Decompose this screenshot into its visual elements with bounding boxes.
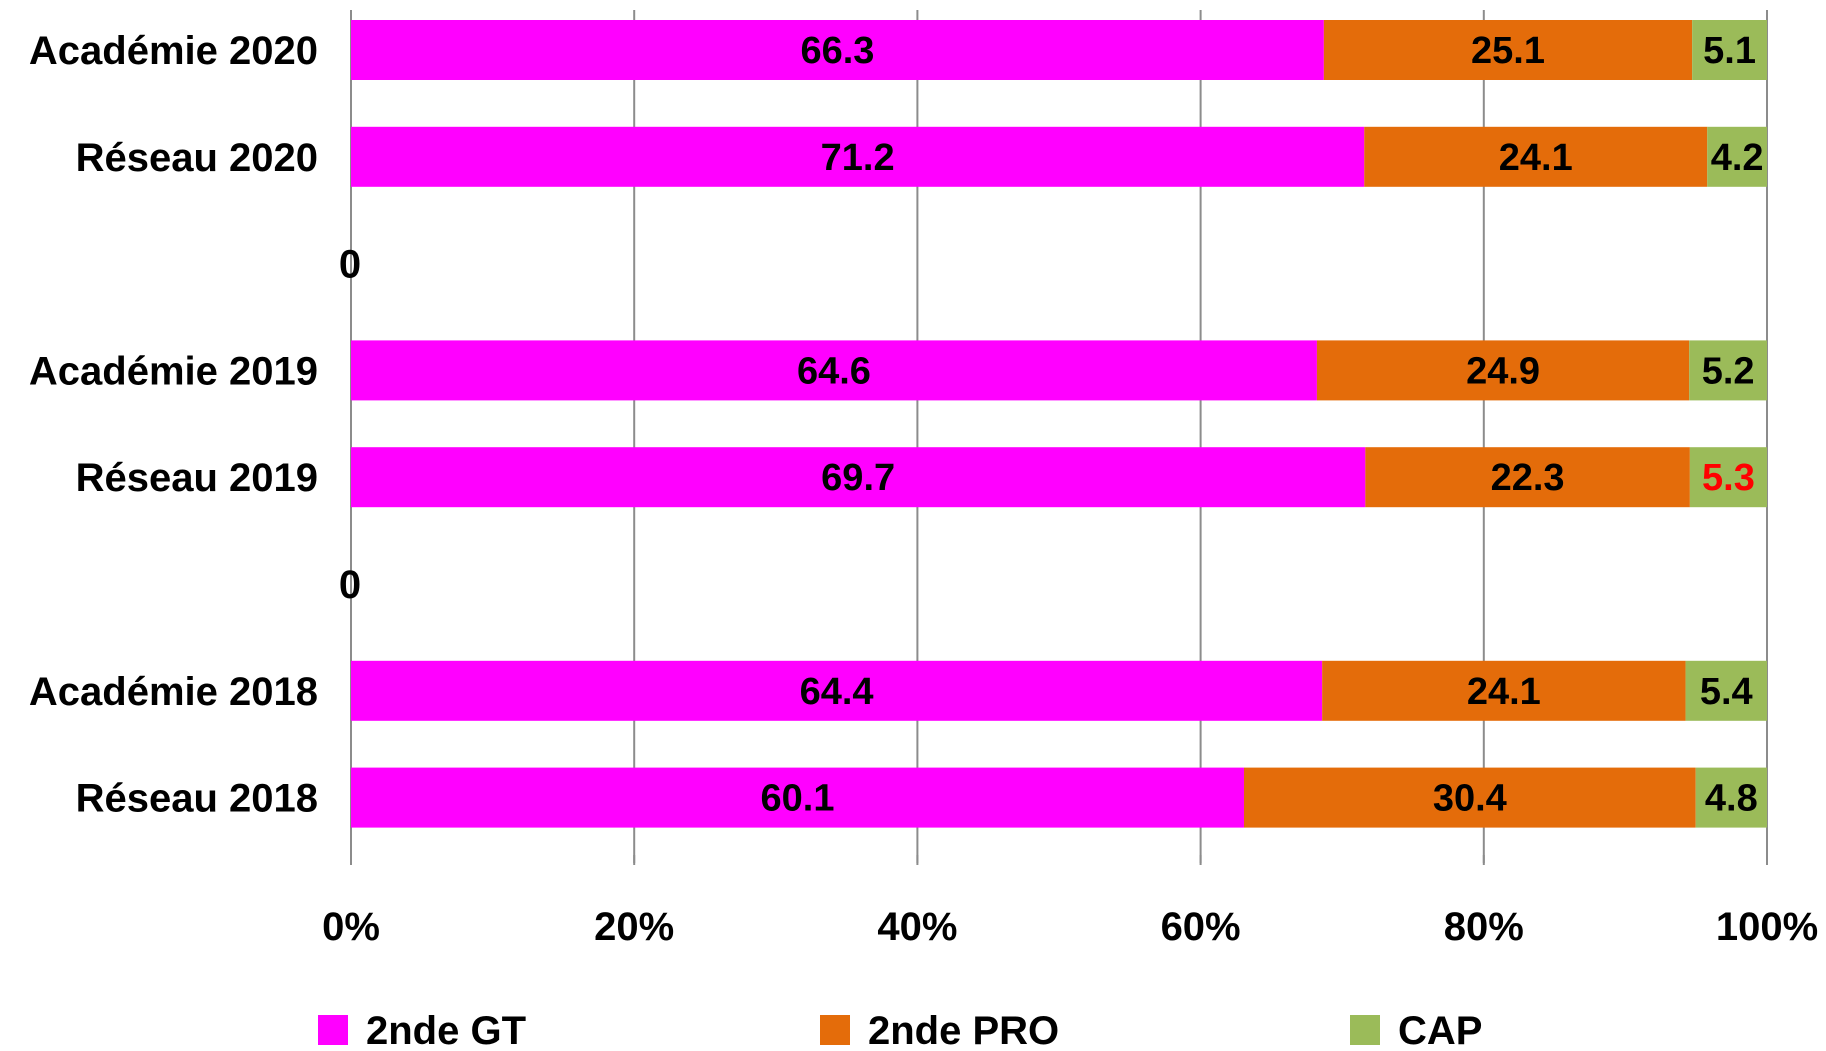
- data-label: 24.9: [1466, 350, 1540, 392]
- legend-swatch-2nde-gt: [318, 1015, 348, 1045]
- data-label: 22.3: [1491, 457, 1565, 499]
- data-label: 5.2: [1702, 350, 1755, 392]
- data-label: 4.2: [1711, 137, 1764, 179]
- data-label: 69.7: [821, 457, 895, 499]
- bar-segment-2nde-gt: [351, 447, 1366, 508]
- data-label: 5.1: [1703, 30, 1756, 72]
- data-label: 24.1: [1467, 671, 1541, 713]
- bar-segment-2nde-pro: [1316, 340, 1690, 401]
- x-tick-label: 0%: [322, 905, 380, 949]
- x-tick-labels: 0% 20% 40% 60% 80% 100%: [322, 905, 1818, 949]
- category-label: Réseau 2019: [76, 456, 318, 500]
- bar-segment-2nde-gt: [351, 660, 1323, 721]
- x-tick-label: 80%: [1444, 905, 1524, 949]
- bar-segment-2nde-pro: [1322, 660, 1686, 721]
- bar-segment-cap: [1685, 660, 1767, 721]
- data-label: 64.4: [800, 671, 874, 713]
- legend-label: CAP: [1398, 1009, 1482, 1051]
- bar-segment-2nde-pro: [1364, 126, 1708, 187]
- data-label: 64.6: [797, 350, 871, 392]
- category-label: 0: [339, 563, 361, 607]
- category-label: 0: [339, 243, 361, 287]
- x-tick-label: 20%: [594, 905, 674, 949]
- legend-swatch-2nde-pro: [820, 1015, 850, 1045]
- data-label: 30.4: [1433, 778, 1507, 820]
- category-label: Académie 2020: [29, 29, 318, 73]
- category-label: Réseau 2018: [76, 777, 318, 821]
- bar-segment-2nde-gt: [351, 20, 1324, 80]
- x-tick-label: 40%: [877, 905, 957, 949]
- bar-segment-cap: [1689, 447, 1767, 508]
- category-labels: Académie 2020 Réseau 2020 0 Académie 2019 Ré…: [29, 29, 361, 821]
- bar-segment-cap: [1692, 20, 1767, 80]
- data-label: 25.1: [1471, 30, 1545, 72]
- legend-label: 2nde GT: [366, 1009, 526, 1051]
- category-label: Académie 2018: [29, 670, 318, 714]
- bar-segment-2nde-pro: [1243, 767, 1696, 828]
- data-label: 4.8: [1705, 778, 1758, 820]
- legend-label: 2nde PRO: [868, 1009, 1059, 1051]
- bar-segment-2nde-gt: [351, 767, 1244, 828]
- legend: 2nde GT 2nde PRO CAP: [318, 1009, 1482, 1051]
- data-label: 5.3: [1702, 457, 1755, 499]
- x-tick-label: 60%: [1161, 905, 1241, 949]
- bar-segment-2nde-pro: [1323, 20, 1693, 80]
- data-label: 66.3: [800, 30, 874, 72]
- category-label: Réseau 2020: [76, 136, 318, 180]
- x-tick-label: 100%: [1716, 905, 1818, 949]
- data-label: 71.2: [821, 137, 895, 179]
- bar-segment-2nde-gt: [351, 340, 1317, 401]
- bar-segment-cap: [1689, 340, 1767, 401]
- category-label: Académie 2019: [29, 349, 318, 393]
- legend-swatch-cap: [1350, 1015, 1380, 1045]
- data-label: 24.1: [1499, 137, 1573, 179]
- data-label: 5.4: [1700, 671, 1753, 713]
- bar-segment-2nde-gt: [351, 126, 1365, 187]
- bar-segment-cap: [1695, 767, 1767, 828]
- data-label: 60.1: [761, 778, 835, 820]
- bars: 66.3 25.1 5.1 71.2 24.1 4.2 64.6 24.9 5.2 69.7 22.…: [351, 20, 1767, 828]
- bar-segment-2nde-pro: [1365, 447, 1690, 508]
- bar-segment-cap: [1707, 126, 1767, 187]
